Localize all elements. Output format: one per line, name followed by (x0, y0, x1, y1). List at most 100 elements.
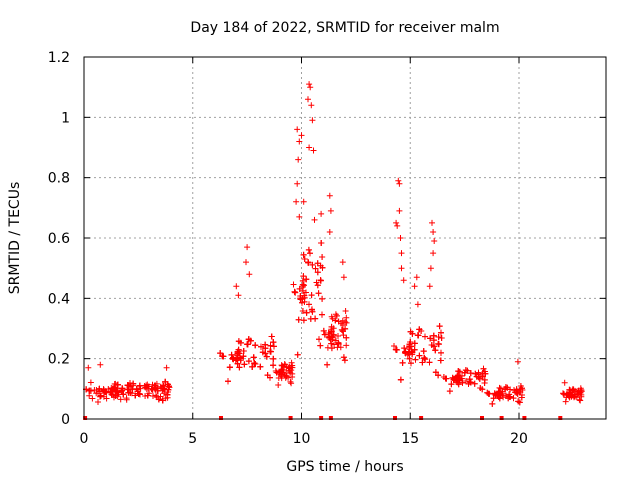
data-point (109, 385, 116, 392)
data-point (113, 388, 120, 395)
zero-point (419, 416, 424, 420)
data-point (462, 367, 469, 374)
data-point (497, 385, 504, 392)
data-point (408, 360, 414, 367)
data-point (340, 354, 347, 361)
data-point (472, 370, 479, 377)
zero-point (319, 416, 324, 420)
data-point (400, 277, 407, 284)
data-point (397, 235, 404, 241)
data-point (489, 400, 496, 407)
data-point (407, 328, 414, 335)
data-point (296, 213, 303, 220)
data-point (395, 177, 402, 184)
data-point (98, 392, 104, 399)
data-point (335, 333, 341, 339)
data-point (426, 283, 433, 290)
data-point (282, 374, 289, 381)
data-point (438, 329, 444, 336)
data-point (412, 356, 419, 363)
data-point (217, 350, 224, 357)
data-point (243, 259, 249, 266)
data-point (446, 388, 453, 395)
data-point (234, 360, 241, 367)
data-point (107, 389, 114, 396)
data-point (258, 343, 264, 350)
y-tick-label: 1 (61, 110, 70, 126)
data-point (396, 180, 403, 187)
data-point (319, 264, 326, 271)
data-point (117, 396, 124, 403)
data-point (435, 340, 442, 347)
data-point (406, 346, 413, 353)
data-point (305, 96, 311, 103)
data-point (319, 254, 326, 260)
data-point (325, 330, 332, 336)
data-point (87, 379, 94, 386)
data-point (159, 397, 166, 404)
y-tick-label: 0.4 (48, 291, 70, 307)
data-point (303, 289, 309, 296)
data-point (259, 349, 266, 356)
data-point (164, 389, 171, 395)
data-point (308, 102, 315, 109)
data-point (136, 382, 143, 389)
data-point (93, 387, 100, 393)
data-point (436, 323, 443, 330)
data-point (516, 399, 523, 406)
data-point (124, 382, 131, 389)
data-point (398, 250, 405, 257)
data-point (506, 391, 513, 398)
data-point (411, 346, 418, 353)
data-point (252, 342, 259, 349)
data-point (237, 355, 244, 362)
data-point (160, 385, 166, 392)
data-point (438, 335, 445, 341)
data-point (561, 379, 568, 386)
data-point (416, 352, 423, 359)
data-point (296, 138, 303, 145)
data-point (289, 362, 296, 369)
data-point (391, 343, 397, 349)
data-point (120, 391, 127, 398)
data-point (307, 84, 314, 91)
data-point (486, 390, 493, 397)
data-point (317, 277, 324, 284)
data-point (328, 313, 335, 320)
data-point (112, 392, 119, 399)
data-point (318, 210, 325, 217)
data-point (295, 156, 302, 163)
data-point (226, 364, 233, 371)
data-point (252, 361, 259, 367)
data-point (482, 370, 489, 377)
x-tick-label: 15 (401, 431, 419, 447)
data-point (578, 388, 585, 395)
data-point (567, 391, 574, 398)
data-point (230, 354, 236, 361)
data-point (427, 265, 434, 272)
data-point (396, 207, 403, 214)
data-point (281, 361, 288, 368)
data-point (165, 383, 172, 390)
data-point (429, 219, 435, 226)
data-point (335, 318, 342, 325)
y-tick-label: 0.8 (48, 171, 70, 187)
data-point (492, 391, 499, 398)
data-point (327, 207, 334, 214)
data-point (306, 301, 312, 308)
data-point (290, 281, 297, 288)
data-point (326, 229, 333, 235)
data-point (275, 382, 282, 388)
data-point (299, 308, 306, 314)
data-point (309, 117, 316, 124)
data-point (340, 332, 347, 339)
data-point (473, 373, 480, 380)
y-tick-label: 0.2 (48, 352, 70, 368)
data-point (343, 334, 350, 341)
data-point (462, 369, 468, 376)
data-point (514, 358, 521, 365)
data-point (220, 353, 227, 360)
data-point (314, 282, 321, 289)
